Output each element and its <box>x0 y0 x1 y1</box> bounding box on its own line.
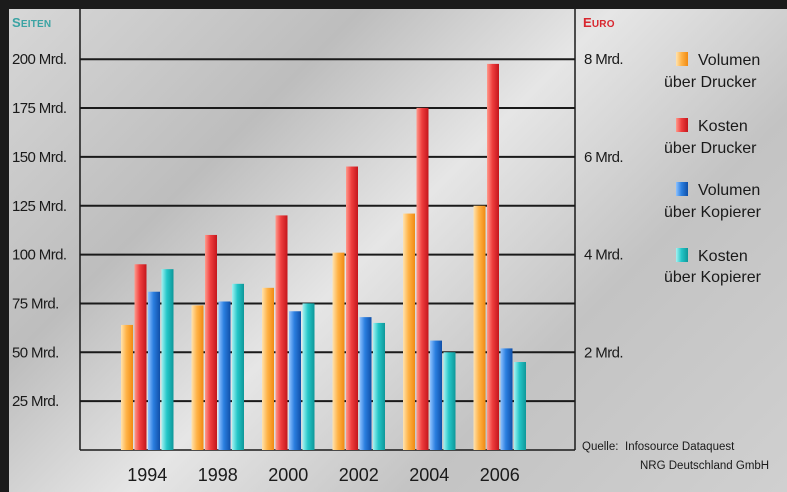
right-axis-title-rest: URO <box>592 19 615 30</box>
left-axis-title-rest: EITEN <box>21 19 51 30</box>
right-tick-label: 4 Mrd. <box>584 247 623 264</box>
right-tick-label: 8 Mrd. <box>584 51 623 68</box>
bar-blue-1994 <box>148 291 160 450</box>
legend-label-2a: Kosten <box>698 118 748 135</box>
source-note: Quelle: Infosource Dataquest NRG Deutsch… <box>582 441 769 472</box>
bar-red-2002 <box>346 166 358 450</box>
bar-orange-2000 <box>262 287 274 450</box>
bar-orange-2002 <box>332 252 345 450</box>
left-tick-label: 75 Mrd. <box>12 295 59 312</box>
legend-label-2b: über Drucker <box>664 140 757 157</box>
legend-swatch-volumen-kopierer <box>676 182 688 196</box>
bar-blue-2000 <box>289 311 301 450</box>
source-line-1: Infosource Dataquest <box>625 441 735 453</box>
bar-blue-2002 <box>359 317 372 450</box>
legend-label-4a: Kosten <box>698 248 748 265</box>
bar-cyan-2000 <box>302 303 315 450</box>
bar-orange-2006 <box>473 205 486 450</box>
bar-orange-1998 <box>191 305 204 450</box>
bar-red-2006 <box>487 63 499 450</box>
source-line-2: NRG Deutschland GmbH <box>640 460 769 472</box>
left-axis-ticks: 25 Mrd. 50 Mrd. 75 Mrd. 100 Mrd. 125 Mrd. 150… <box>12 51 67 410</box>
bar-cyan-1998 <box>232 283 244 450</box>
bar-cyan-1994 <box>161 269 174 450</box>
bar-red-2000 <box>275 215 288 450</box>
left-tick-label: 150 Mrd. <box>12 149 66 166</box>
left-tick-label: 100 Mrd. <box>12 247 66 264</box>
category-label: 2000 <box>268 465 308 485</box>
right-axis-ticks: 2 Mrd. 4 Mrd. 6 Mrd. 8 Mrd. <box>584 51 624 361</box>
category-label: 1994 <box>127 465 167 485</box>
bar-blue-2004 <box>430 340 442 450</box>
left-tick-label: 200 Mrd. <box>12 51 66 68</box>
legend-label-1b: über Drucker <box>664 74 757 91</box>
category-label: 1998 <box>198 465 238 485</box>
source-label: Quelle: <box>582 441 618 453</box>
bars <box>121 63 526 450</box>
bar-blue-2006 <box>500 348 513 450</box>
left-tick-label: 25 Mrd. <box>12 393 59 410</box>
left-tick-label: 125 Mrd. <box>12 198 66 215</box>
legend-label-4b: über Kopierer <box>664 269 762 286</box>
bar-orange-1994 <box>121 324 133 450</box>
bar-cyan-2002 <box>373 322 385 450</box>
category-label: 2004 <box>409 465 449 485</box>
bar-blue-1998 <box>218 301 231 450</box>
legend-label-3b: über Kopierer <box>664 204 762 221</box>
legend-swatch-kosten-drucker <box>676 118 688 132</box>
legend-label-3a: Volumen <box>698 182 760 199</box>
left-axis-title-initial: S <box>12 15 21 30</box>
bar-orange-2004 <box>403 213 415 450</box>
right-axis-title-initial: E <box>583 15 592 30</box>
left-tick-label: 175 Mrd. <box>12 100 66 117</box>
category-labels: 1994 1998 2000 2002 2004 2006 <box>127 465 520 485</box>
category-label: 2002 <box>339 465 379 485</box>
legend-swatch-kosten-kopierer <box>676 248 688 262</box>
bar-cyan-2006 <box>514 362 526 450</box>
legend: Volumen über Drucker Kosten über Drucker… <box>664 52 762 286</box>
bar-red-1994 <box>134 264 147 450</box>
left-tick-label: 50 Mrd. <box>12 344 59 361</box>
right-tick-label: 6 Mrd. <box>584 149 623 166</box>
right-tick-label: 2 Mrd. <box>584 344 623 361</box>
legend-label-1a: Volumen <box>698 52 760 69</box>
right-axis-title: EURO <box>583 15 615 30</box>
category-label: 2006 <box>480 465 520 485</box>
bar-red-1998 <box>205 234 217 450</box>
legend-swatch-volumen-drucker <box>676 52 688 66</box>
left-axis-title: SEITEN <box>12 15 51 30</box>
bar-cyan-2004 <box>443 352 456 450</box>
bar-red-2004 <box>416 107 429 450</box>
